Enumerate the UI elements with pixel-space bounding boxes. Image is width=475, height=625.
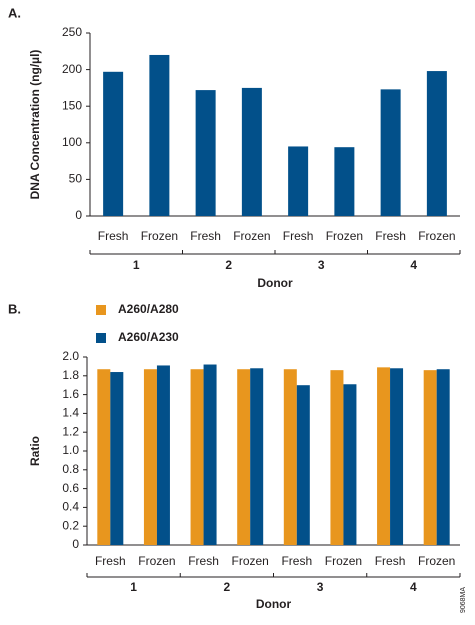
bar: [423, 370, 437, 545]
bar: [103, 71, 124, 217]
bar: [241, 87, 262, 217]
group-label: 2: [225, 258, 232, 272]
bar: [149, 54, 170, 217]
x-tick-label: Fresh: [190, 229, 221, 243]
legend-swatch: [96, 305, 106, 315]
y-tick-label: 0.2: [62, 518, 79, 532]
y-tick-label: 0: [75, 208, 82, 222]
bar: [203, 364, 217, 545]
y-tick-label: 1.4: [62, 406, 79, 420]
y-tick-label: 0.8: [62, 462, 79, 476]
x-tick-label: Frozen: [233, 229, 270, 243]
x-axis-label: Donor: [257, 276, 293, 290]
x-axis-label: Donor: [256, 597, 292, 611]
legend-label: A260/A230: [118, 330, 179, 344]
x-tick-label: Fresh: [188, 554, 219, 568]
bar: [296, 385, 310, 545]
group-label: 3: [317, 580, 324, 594]
y-tick-label: 1.0: [62, 443, 79, 457]
bar: [334, 147, 355, 216]
bar: [283, 369, 297, 545]
group-label: 4: [410, 258, 417, 272]
y-tick-label: 2.0: [62, 349, 79, 363]
y-tick-label: 1.2: [62, 424, 79, 438]
bar: [343, 384, 357, 545]
x-tick-label: Frozen: [418, 554, 455, 568]
bar: [190, 369, 204, 545]
x-tick-label: Fresh: [95, 554, 126, 568]
y-tick-label: 250: [62, 25, 82, 39]
y-tick-label: 1.8: [62, 368, 79, 382]
panel-label: B.: [8, 301, 21, 316]
bar: [250, 368, 264, 545]
y-tick-label: 200: [62, 62, 82, 76]
bar: [380, 89, 401, 216]
legend-swatch: [96, 333, 106, 343]
group-label: 3: [318, 258, 325, 272]
x-tick-label: Frozen: [232, 554, 269, 568]
x-tick-label: Fresh: [375, 554, 406, 568]
bar: [390, 368, 404, 545]
bar: [143, 369, 157, 545]
bar: [97, 369, 111, 545]
panel-label: A.: [8, 5, 21, 20]
bar: [195, 90, 216, 216]
y-axis-label: DNA Concentration (ng/µl): [28, 50, 42, 200]
group-label: 1: [130, 580, 137, 594]
bar: [426, 71, 447, 217]
y-axis-label: Ratio: [28, 436, 42, 466]
figure-code: 9068MA: [460, 587, 467, 613]
bar: [237, 369, 251, 545]
group-label: 2: [224, 580, 231, 594]
x-tick-label: Frozen: [138, 554, 175, 568]
bar: [156, 365, 170, 545]
y-tick-label: 0.4: [62, 500, 79, 514]
x-tick-label: Fresh: [283, 229, 314, 243]
x-tick-label: Fresh: [98, 229, 129, 243]
y-tick-label: 0: [72, 537, 79, 551]
y-tick-label: 1.6: [62, 387, 79, 401]
bar: [330, 370, 344, 545]
y-tick-label: 0.6: [62, 481, 79, 495]
y-tick-label: 50: [69, 172, 83, 186]
group-label: 4: [410, 580, 417, 594]
x-tick-label: Frozen: [141, 229, 178, 243]
x-tick-label: Frozen: [418, 229, 455, 243]
bar: [110, 372, 124, 545]
y-tick-label: 100: [62, 135, 82, 149]
x-tick-label: Fresh: [281, 554, 312, 568]
y-tick-label: 150: [62, 98, 82, 112]
x-tick-label: Frozen: [325, 554, 362, 568]
x-tick-label: Fresh: [375, 229, 406, 243]
legend-label: A260/A280: [118, 302, 179, 316]
bar: [288, 146, 309, 216]
bar: [436, 369, 450, 545]
group-label: 1: [133, 258, 140, 272]
bar: [377, 367, 391, 545]
x-tick-label: Frozen: [326, 229, 363, 243]
